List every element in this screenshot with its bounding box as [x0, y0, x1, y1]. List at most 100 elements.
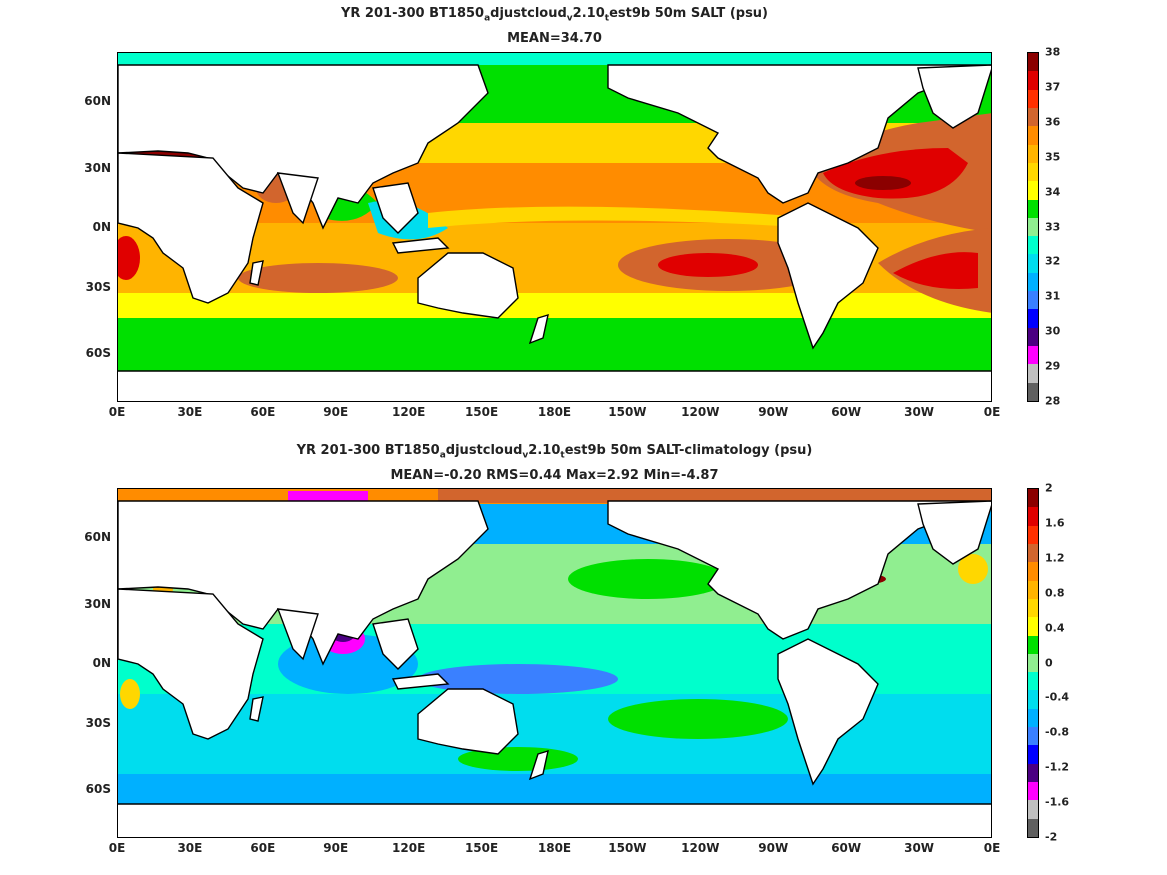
panel1-colorbar-tick: 37 [1045, 80, 1061, 94]
panel1-y-tick: 30N [84, 160, 111, 175]
colorbar-segment [1028, 107, 1038, 127]
colorbar-segment [1028, 818, 1038, 837]
panel2-colorbar-tick: 2 [1045, 481, 1053, 495]
panel2-colorbar [1027, 488, 1039, 838]
colorbar-segment [1028, 635, 1038, 654]
panel1-colorbar-tick: 34 [1045, 185, 1061, 199]
panel1-colorbar-tick: 31 [1045, 289, 1061, 303]
colorbar-segment [1028, 89, 1038, 108]
panel1-colorbar-tick: 29 [1045, 359, 1061, 373]
colorbar-segment [1028, 217, 1038, 237]
panel1-title: YR 201-300 BT1850adjustcloudv2.10test9b … [340, 6, 769, 24]
panel1-x-tick: 30W [904, 405, 935, 419]
colorbar-segment [1028, 346, 1038, 365]
panel2-colorbar-tick: 0.4 [1045, 621, 1065, 635]
colorbar-segment [1028, 653, 1038, 673]
panel2-colorbar-tick: -1.2 [1045, 760, 1070, 774]
panel2-colorbar-tick: 1.2 [1045, 551, 1065, 565]
panel2-map [117, 488, 992, 838]
panel1-x-tick: 120W [681, 405, 720, 419]
panel1-x-tick: 0E [983, 405, 1001, 419]
panel2-colorbar-tick: -1.6 [1045, 795, 1070, 809]
panel1-x-tick: 30E [177, 405, 203, 419]
colorbar-segment [1028, 71, 1038, 90]
panel2-x-tick: 150E [464, 841, 499, 855]
colorbar-segment [1028, 617, 1038, 636]
panel1-x-tick: 90W [758, 405, 789, 419]
panel1-x-tick: 0E [108, 405, 126, 419]
panel1-colorbar-tick: 33 [1045, 220, 1061, 233]
panel1-colorbar-tick: 36 [1045, 115, 1061, 129]
panel2-colorbar-tick: 0.8 [1045, 586, 1065, 600]
panel2-colorbar-tick: 0 [1045, 656, 1053, 669]
colorbar-segment [1028, 144, 1038, 163]
colorbar-segment [1028, 690, 1038, 709]
colorbar-segment [1028, 507, 1038, 526]
panel1-x-tick: 150W [608, 405, 647, 419]
colorbar-segment [1028, 199, 1038, 218]
colorbar-segment [1028, 309, 1038, 328]
panel1-map [117, 52, 992, 402]
panel1-colorbar-tick: 30 [1045, 324, 1061, 338]
panel1-colorbar-tick: 32 [1045, 254, 1061, 268]
panel2-title: YR 201-300 BT1850adjustcloudv2.10test9b … [296, 443, 813, 461]
colorbar-segment [1028, 598, 1038, 618]
panel2-x-tick: 90E [323, 841, 349, 855]
panel2-y-tick: 30N [84, 596, 111, 611]
panel2-x-tick: 90W [758, 841, 789, 855]
panel2-colorbar-tick: 1.6 [1045, 516, 1065, 530]
colorbar-segment [1028, 708, 1038, 728]
colorbar-segment [1028, 254, 1038, 273]
panel1-x-tick: 90E [323, 405, 349, 419]
panel2-y-tick: 60S [85, 782, 111, 796]
colorbar-segment [1028, 543, 1038, 563]
panel2-x-tick: 60W [831, 841, 862, 855]
panel2-x-tick: 180E [537, 841, 572, 855]
colorbar-segment [1028, 327, 1038, 346]
colorbar-segment [1028, 489, 1038, 508]
colorbar-segment [1028, 236, 1038, 255]
colorbar-segment [1028, 162, 1038, 182]
colorbar-segment [1028, 126, 1038, 145]
colorbar-segment [1028, 382, 1038, 401]
panel1-colorbar-tick: 38 [1045, 45, 1061, 59]
panel2-x-tick: 0E [983, 841, 1001, 855]
colorbar-segment [1028, 727, 1038, 746]
colorbar-segment [1028, 763, 1038, 782]
panel1-x-tick: 60E [250, 405, 276, 419]
panel2-x-tick: 120W [681, 841, 720, 855]
panel2-colorbar-tick: -2 [1045, 830, 1058, 844]
colorbar-segment [1028, 364, 1038, 383]
colorbar-segment [1028, 525, 1038, 544]
panel2-y-tick: 60N [84, 530, 111, 544]
panel1-x-tick: 60W [831, 405, 862, 419]
panel2-x-tick: 30W [904, 841, 935, 855]
panel2-x-tick: 120E [392, 841, 426, 855]
panel1-y-tick: 60S [85, 346, 111, 360]
panel1-colorbar-tick: 35 [1045, 150, 1061, 164]
colorbar-segment [1028, 745, 1038, 764]
panel1-colorbar-tick: 28 [1045, 394, 1061, 408]
panel2-colorbar-tick: -0.4 [1045, 690, 1070, 704]
panel1-x-tick: 120E [392, 405, 426, 419]
panel1-y-tick: 0N [92, 220, 111, 234]
panel2-x-tick: 30E [177, 841, 203, 855]
colorbar-segment [1028, 672, 1038, 691]
colorbar-segment [1028, 272, 1038, 292]
panel1-y-tick: 60N [84, 94, 111, 108]
colorbar-segment [1028, 291, 1038, 310]
panel1-x-tick: 150E [464, 405, 499, 419]
colorbar-segment [1028, 782, 1038, 801]
colorbar-segment [1028, 562, 1038, 581]
panel1-y-tick: 30S [85, 279, 111, 294]
panel1-x-tick: 180E [537, 405, 572, 419]
panel1-colorbar [1027, 52, 1039, 402]
colorbar-segment [1028, 800, 1038, 819]
colorbar-segment [1028, 53, 1038, 72]
panel2-y-tick: 30S [85, 715, 111, 730]
panel2-x-tick: 60E [250, 841, 276, 855]
panel2-colorbar-tick: -0.8 [1045, 725, 1070, 739]
colorbar-segment [1028, 181, 1038, 200]
colorbar-segment [1028, 580, 1038, 599]
panel2-subtitle: MEAN=-0.20 RMS=0.44 Max=2.92 Min=-4.87 [390, 468, 719, 483]
